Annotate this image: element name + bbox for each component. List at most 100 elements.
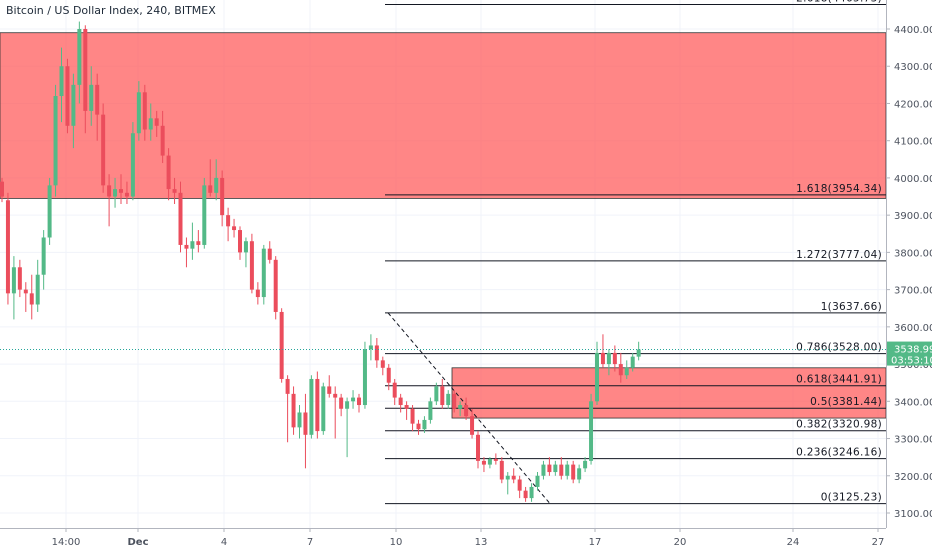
candle-body [214, 177, 219, 193]
candle-body [505, 475, 510, 480]
candle-body [154, 118, 159, 126]
candle-body [345, 401, 350, 409]
candle-body [374, 345, 379, 361]
candle-body [178, 192, 183, 245]
candle-body [517, 479, 522, 491]
x-tick-label: 17 [589, 537, 602, 548]
candle-body [71, 84, 76, 126]
candle-body [83, 29, 88, 111]
candle-body [226, 215, 231, 227]
supply-zone [451, 367, 887, 419]
candle-body [297, 412, 302, 428]
candle-body [119, 189, 123, 193]
fib-label: 1.618(3954.34) [796, 183, 882, 195]
candle-body [303, 412, 308, 435]
x-tick-label: 14:00 [52, 537, 81, 548]
candle-body [511, 475, 516, 480]
candle-body [571, 464, 576, 480]
candle-body [380, 360, 385, 368]
candle-body [612, 352, 617, 365]
last-price-badge [887, 341, 932, 366]
candle-body [249, 241, 254, 290]
candle-body [428, 401, 433, 420]
candle-body [398, 397, 403, 406]
fib-label: 0.5(3381.44) [810, 396, 882, 408]
candle-body [321, 386, 326, 432]
y-tick-label: 3700.00 [894, 286, 932, 297]
candle-body [5, 200, 10, 294]
x-tick-label: 4 [221, 537, 227, 548]
candle-body [113, 189, 118, 197]
candle-body [577, 468, 582, 480]
candle-body [547, 464, 552, 473]
candle-body [166, 155, 171, 190]
candle-body [493, 459, 498, 461]
y-tick-label: 4000.00 [894, 174, 932, 185]
candle-body [565, 464, 570, 476]
candle-body [196, 241, 201, 245]
y-tick-label: 4300.00 [894, 62, 932, 73]
candle-body [624, 367, 629, 376]
candle-body [541, 464, 546, 476]
candle-body [339, 397, 344, 409]
candle-body [107, 185, 112, 197]
y-tick-label: 3900.00 [894, 211, 932, 222]
candle-body [434, 386, 439, 402]
candle-body [487, 459, 492, 465]
candle-body [65, 66, 70, 126]
candle-body [208, 185, 213, 193]
y-tick-label: 3100.00 [894, 509, 932, 520]
candle-body [95, 84, 100, 115]
candle-body [309, 378, 314, 435]
candle-body [59, 66, 64, 97]
candle-body [422, 419, 427, 430]
y-axis: 3100.00 3200.00 3300.00 3400.00 3500.00 3600.… [886, 0, 932, 528]
candle-body [232, 226, 237, 231]
candle-body [243, 241, 248, 253]
candle-body [41, 237, 46, 275]
candle-body [559, 464, 564, 476]
x-tick-label: Dec [127, 537, 148, 548]
candle-body [362, 349, 367, 406]
x-tick-label: 24 [787, 537, 800, 548]
candle-body [535, 475, 540, 487]
candle-body [261, 248, 266, 298]
candle-body [529, 486, 534, 499]
candle-body [351, 397, 356, 402]
x-tick-label: 27 [872, 537, 885, 548]
last-price-countdown: 03:53:10 [891, 356, 932, 367]
y-axis-panel [886, 0, 932, 528]
x-tick-label: 7 [307, 537, 313, 548]
candle-body [29, 293, 34, 305]
candle-body [630, 356, 635, 368]
candle-body [89, 84, 94, 111]
candle-body [267, 248, 272, 260]
chart-title: Bitcoin / US Dollar Index, 240, BITMEX [6, 4, 216, 17]
candle-body [17, 267, 22, 290]
y-tick-label: 3600.00 [894, 323, 932, 334]
candle-body [315, 378, 320, 432]
candle-body [470, 416, 475, 435]
candle-body [327, 386, 332, 394]
candle-body [583, 460, 588, 469]
candle-body [333, 393, 338, 398]
fib-label: 0.618(3441.91) [796, 374, 882, 386]
fib-label: 0(3125.23) [821, 492, 882, 504]
candle-body [392, 382, 397, 398]
candle-body [184, 244, 189, 249]
fib-label: 0.236(3246.16) [796, 447, 882, 459]
candle-body [595, 352, 599, 402]
y-tick-label: 4400.00 [894, 25, 932, 36]
candle-body [499, 460, 504, 480]
x-tick-label: 10 [390, 537, 403, 548]
candle-body [172, 189, 177, 193]
y-tick-label: 3400.00 [894, 397, 932, 408]
candle-body [220, 177, 225, 216]
candle-body [481, 460, 486, 465]
candle-body [11, 267, 16, 294]
candle-body [238, 230, 242, 253]
candle-body [273, 259, 278, 312]
candle-body [101, 114, 106, 186]
candle-body [130, 133, 135, 197]
